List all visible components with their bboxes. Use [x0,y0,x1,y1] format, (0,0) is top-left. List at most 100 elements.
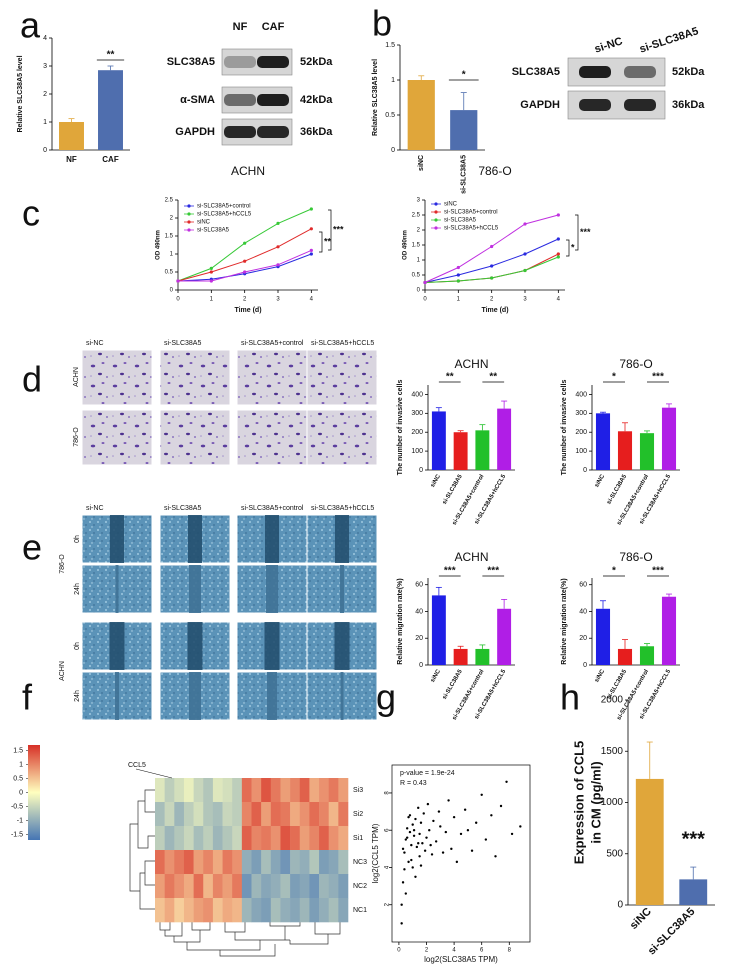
colorbar-tick-label: 0.5 [13,775,23,782]
significance-label: *** [580,227,591,237]
dendrogram-branch [159,922,211,943]
panel-letter: d [22,359,42,400]
series-marker [276,263,280,267]
heatmap-cell [290,778,301,803]
x-tick-label: 3 [523,297,527,303]
colorbar [28,745,40,840]
bar [453,648,468,665]
heatmap-cell [270,802,281,827]
heatmap-cell [203,874,214,899]
heatmap-cell [183,778,194,803]
y-tick-label: 40 [415,608,423,615]
significance-label: *** [682,828,706,850]
image-column-label: si-SLC38A5+control [241,340,304,347]
heatmap-cell [299,898,310,923]
heatmap-cell [309,874,320,899]
y-tick-label: 100 [411,448,423,455]
series-marker [309,252,313,256]
heatmap-cell [241,778,252,803]
bar [679,879,708,905]
bar [595,413,611,470]
significance-label: ** [324,236,332,246]
bar [661,596,677,665]
heatmap-cell [261,898,272,923]
blot-band [224,94,256,106]
invasion-image [159,349,231,406]
image-column-label: si-SLC38A5+hCCL5 [311,505,374,512]
y-tick-label: 1.5 [385,42,395,49]
heatmap-cell [222,898,233,923]
significance-label: *** [652,372,664,383]
y-tick-label: 400 [411,391,423,398]
chart-title: ACHN [231,164,265,178]
y-tick-label: 2 [417,228,421,234]
heatmap-cell [232,826,243,851]
scatter-point [450,847,453,851]
heatmap-cell [261,826,272,851]
chart-title: ACHN [454,550,488,564]
heatmap-cell [193,850,204,875]
heatmap-cell [232,802,243,827]
y-axis-label: Relative migration rate(%) [397,578,404,664]
scatter-point [439,825,442,828]
scatter-point [407,815,410,819]
legend-marker [434,210,438,214]
image-column-label: si-SLC38A5 [164,340,201,347]
scatter-point [418,855,421,858]
series-marker [309,227,313,231]
y-tick-label: 2 [170,216,174,222]
heatmap-cell [222,826,233,851]
blot-size: 42kDa [300,94,333,106]
colorbar-tick-label: -0.5 [11,803,23,810]
heatmap-row-label: Si2 [353,811,363,818]
heatmap-cell [299,802,310,827]
wound-gap [267,672,277,720]
y-axis-label: Relative migration rate(%) [561,578,568,664]
scatter-point [490,814,493,817]
heatmap-cell [203,778,214,803]
heatmap-cell [203,802,214,827]
y-tick-label: 1 [170,252,174,258]
heatmap-cell [174,898,185,923]
scatter-point [412,829,416,832]
significance-label: *** [444,566,456,577]
heatmap-cell [328,898,339,923]
scatter-point [425,836,428,839]
significance-label: * [612,372,616,383]
x-tick-label: 4 [557,297,561,303]
bar [475,430,490,470]
panel-letter: g [376,677,396,718]
heatmap-cell [164,850,175,875]
y-tick-label: 0 [417,288,421,294]
panel-letter: e [22,527,42,568]
y-axis-label: The number of invasive cells [561,380,568,476]
heatmap-cell [290,802,301,827]
y-tick-label: 2.5 [165,198,174,204]
significance-label: * [462,70,466,81]
invasion-image [236,409,308,466]
image-time-label: 0h [74,535,81,543]
heatmap-cell [251,850,262,875]
series-marker [243,270,247,274]
heatmap-cell [164,874,175,899]
blot-band [224,56,256,68]
image-row-label: 786-O [73,427,80,447]
heatmap-cell [164,802,175,827]
x-tick-label: 3 [276,297,280,303]
wound-gap [115,565,119,613]
series-marker [309,248,313,252]
significance-label: * [571,242,575,252]
heatmap-cell [212,778,223,803]
x-axis-label: Time (d) [234,307,261,314]
y-tick-label: 1.5 [412,243,421,249]
scatter-point [499,804,503,808]
series-marker [456,265,460,270]
series-marker [309,207,313,211]
legend-label: si-SLC38A5+control [197,204,251,210]
bar [59,122,84,150]
heatmap-cell [338,850,349,875]
scatter-point [452,815,456,819]
heatmap-cell [203,898,214,923]
y-tick-label: 0 [583,662,587,669]
wound-gap [334,622,350,670]
